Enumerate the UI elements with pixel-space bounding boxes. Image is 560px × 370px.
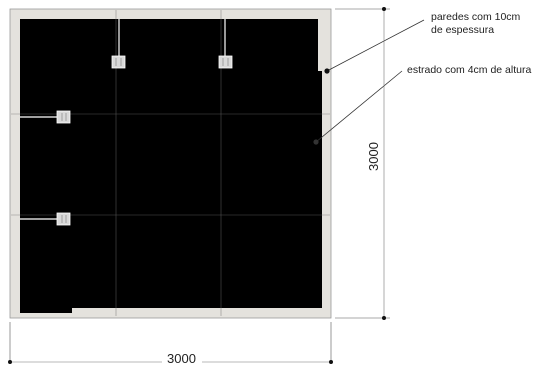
dimension-vertical — [335, 7, 390, 320]
dimension-label-vertical: 3000 — [366, 142, 381, 171]
dimension-label-horizontal: 3000 — [167, 351, 196, 366]
fixture-left-2 — [20, 212, 71, 226]
leader-platform — [313, 70, 403, 145]
annotation-walls-line1: paredes com 10cm — [431, 11, 521, 23]
fixture-top-1 — [111, 19, 126, 69]
leader-walls — [324, 19, 425, 74]
annotation-walls: paredes com 10cm de espessura — [431, 11, 520, 37]
fixture-left-1 — [20, 110, 71, 124]
dimension-horizontal — [8, 322, 333, 364]
fixture-top-2 — [218, 19, 233, 69]
annotation-walls-line2: de espessura — [431, 24, 495, 36]
annotation-platform: estrado com 4cm de altura — [407, 64, 532, 76]
black-platform — [20, 19, 322, 313]
